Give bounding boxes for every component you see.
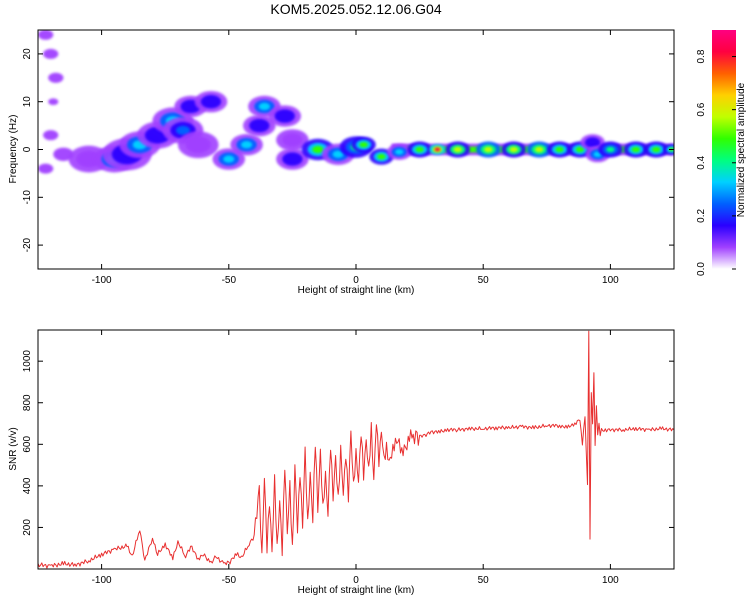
heatmap-blob-core <box>534 146 544 153</box>
heatmap-blob-core <box>606 146 615 153</box>
heatmap-blob-core <box>415 146 424 153</box>
heatmap-blob <box>43 130 59 141</box>
heatmap-blob <box>38 30 54 40</box>
heatmap-blob-core <box>453 146 462 153</box>
colorbar-tick-label: 0.0 <box>696 262 707 276</box>
heatmap-blob <box>40 192 56 203</box>
snr-panel: -100 -50 0 50 100 200 400 600 800 1000 Height of… <box>8 329 675 596</box>
heatmap-blob-core <box>575 146 585 153</box>
snr-x-ticks: -100 -50 0 50 100 <box>92 330 619 586</box>
spectrogram-y-label: Frequency (Hz) <box>8 115 19 184</box>
heatmap-blob <box>40 220 56 231</box>
y-tick-label: 200 <box>22 519 33 536</box>
heatmap-blob <box>200 95 222 109</box>
y-tick-label: 400 <box>22 477 33 494</box>
y-tick-label: 0 <box>22 146 33 152</box>
x-tick-label: 50 <box>478 275 490 286</box>
heatmap-blob-core <box>631 146 641 153</box>
colorbar-ticks: 0.0 0.2 0.4 0.6 0.8 <box>696 49 736 276</box>
colorbar-tick-label: 0.4 <box>696 155 707 169</box>
snr-y-ticks: 200 400 600 800 1000 <box>22 350 674 536</box>
colorbar-gradient <box>712 30 736 269</box>
heatmap-blob <box>185 136 211 154</box>
heatmap-blob <box>282 133 303 147</box>
y-tick-label: -10 <box>22 190 33 205</box>
spectrogram-marks <box>38 30 674 251</box>
colorbar-tick-label: 0.8 <box>696 49 707 63</box>
heatmap-blob-core <box>509 146 518 153</box>
x-tick-label: -50 <box>222 575 237 586</box>
heatmap-blob-core <box>312 145 324 154</box>
heatmap-blob-core <box>258 102 271 111</box>
y-tick-label: 20 <box>22 48 33 60</box>
heatmap-blob <box>43 48 59 59</box>
heatmap-blob-core <box>484 146 493 153</box>
y-tick-label: 1000 <box>22 350 33 373</box>
heatmap-blob-core <box>377 153 386 160</box>
heatmap-blob-core <box>434 147 441 152</box>
heatmap-blob <box>282 152 303 166</box>
heatmap-blob <box>38 163 54 174</box>
heatmap-blob <box>48 72 64 83</box>
x-tick-label: 0 <box>353 575 359 586</box>
x-tick-label: 100 <box>602 575 619 586</box>
colorbar-label: Normalized spectral amplitude <box>736 82 747 217</box>
heatmap-blob-core <box>223 155 235 163</box>
heatmap-blob-core <box>241 141 253 149</box>
figure-title: KOM5.2025.052.12.06.G04 <box>270 1 442 17</box>
heatmap-blob <box>53 147 74 161</box>
heatmap-blob-core <box>332 150 344 158</box>
heatmap-blob <box>50 241 61 249</box>
x-tick-label: 0 <box>353 275 359 286</box>
x-tick-label: 100 <box>602 275 619 286</box>
spectrogram-x-ticks: -100 -50 0 50 100 <box>92 30 619 286</box>
spectrogram-y-ticks: -20 -10 0 10 20 <box>22 48 674 252</box>
heatmap-blob-core <box>395 149 404 155</box>
colorbar-tick-label: 0.2 <box>696 209 707 223</box>
snr-y-label: SNR (v/v) <box>8 427 19 470</box>
spectrogram-x-label: Height of straight line (km) <box>298 285 415 296</box>
y-tick-label: 600 <box>22 436 33 453</box>
heatmap-blob-core <box>555 146 564 153</box>
colorbar: 0.0 0.2 0.4 0.6 0.8 Normalized spectral ampl… <box>696 30 747 276</box>
y-tick-label: -20 <box>22 237 33 252</box>
colorbar-tick-label: 0.6 <box>696 102 707 116</box>
snr-x-label: Height of straight line (km) <box>298 585 415 596</box>
heatmap-blob-core <box>651 146 661 153</box>
heatmap-blob-core <box>359 141 368 148</box>
x-tick-label: -100 <box>92 275 112 286</box>
heatmap-blob <box>48 98 59 106</box>
heatmap-blob <box>249 118 270 133</box>
x-tick-label: -100 <box>92 575 112 586</box>
y-tick-label: 800 <box>22 394 33 411</box>
snr-series-line <box>38 330 674 569</box>
heatmap-blob-core <box>176 125 191 135</box>
x-tick-label: 50 <box>478 575 490 586</box>
heatmap-blob <box>584 137 601 148</box>
x-tick-label: -50 <box>222 275 237 286</box>
heatmap-blob <box>274 109 295 123</box>
y-tick-label: 10 <box>22 96 33 108</box>
